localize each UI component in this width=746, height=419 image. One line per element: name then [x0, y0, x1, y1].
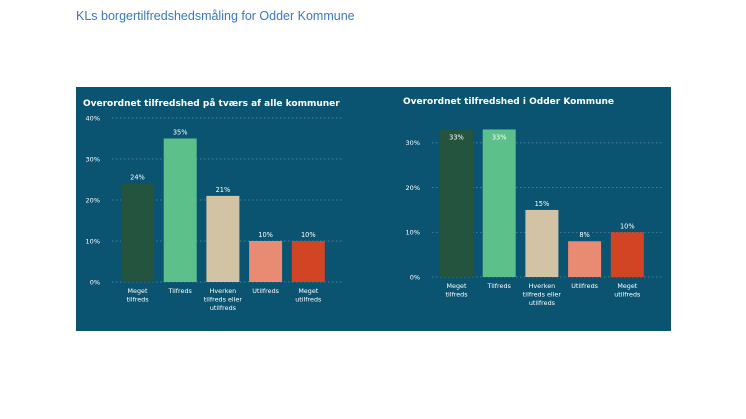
y-tick-label: 30% [406, 139, 420, 147]
category-label: Tilfreds [168, 287, 193, 295]
category-label: Utilfreds [571, 282, 598, 290]
data-label: 10% [620, 222, 635, 230]
category-label: Meget utilfreds [614, 282, 641, 299]
data-label: 35% [173, 129, 188, 137]
category-label: Meget tilfreds [445, 282, 468, 299]
bar [163, 138, 197, 282]
data-label: 33% [492, 133, 507, 141]
charts-canvas: Overordnet tilfredshed på tværs af alle … [83, 97, 664, 312]
bar [206, 195, 240, 282]
bar [249, 241, 283, 282]
y-tick-label: 20% [406, 184, 420, 192]
y-tick-label: 20% [86, 196, 100, 204]
chart-all-municipalities: Overordnet tilfredshed på tværs af alle … [83, 98, 344, 312]
bar [525, 209, 559, 277]
chart-odder-municipality: Overordnet tilfredshed i Odder Kommune 0%… [403, 97, 664, 307]
bar [121, 183, 154, 282]
y-tick-label: 30% [86, 155, 100, 163]
chart-title: Overordnet tilfredshed på tværs af alle … [83, 98, 340, 109]
category-label: Utilfreds [252, 287, 279, 295]
charts-panel: Overordnet tilfredshed på tværs af alle … [76, 87, 671, 331]
category-label: Tilfreds [487, 282, 512, 290]
document-title: KLs borgertilfredshedsmåling for Odder K… [76, 9, 355, 23]
category-label: Hverken tilfreds eller utilfreds [523, 282, 562, 307]
bar [291, 241, 325, 282]
bar [568, 241, 602, 277]
chart-title: Overordnet tilfredshed i Odder Kommune [403, 97, 614, 107]
y-tick-label: 10% [86, 237, 100, 245]
data-label: 33% [449, 133, 464, 141]
bar [482, 129, 516, 277]
y-tick-label: 10% [406, 229, 420, 237]
data-label: 10% [301, 231, 316, 239]
category-label: Meget tilfreds [126, 287, 149, 304]
category-label: Hverken tilfreds eller utilfreds [204, 287, 243, 312]
y-tick-label: 0% [410, 273, 420, 281]
y-tick-label: 0% [90, 278, 100, 286]
bar [610, 232, 644, 277]
data-label: 21% [216, 186, 231, 194]
y-tick-label: 40% [86, 114, 100, 122]
data-label: 10% [258, 231, 273, 239]
category-label: Meget utilfreds [295, 287, 322, 304]
data-label: 24% [130, 174, 145, 182]
bar [440, 129, 473, 277]
data-label: 15% [535, 200, 550, 208]
data-label: 8% [579, 231, 589, 239]
